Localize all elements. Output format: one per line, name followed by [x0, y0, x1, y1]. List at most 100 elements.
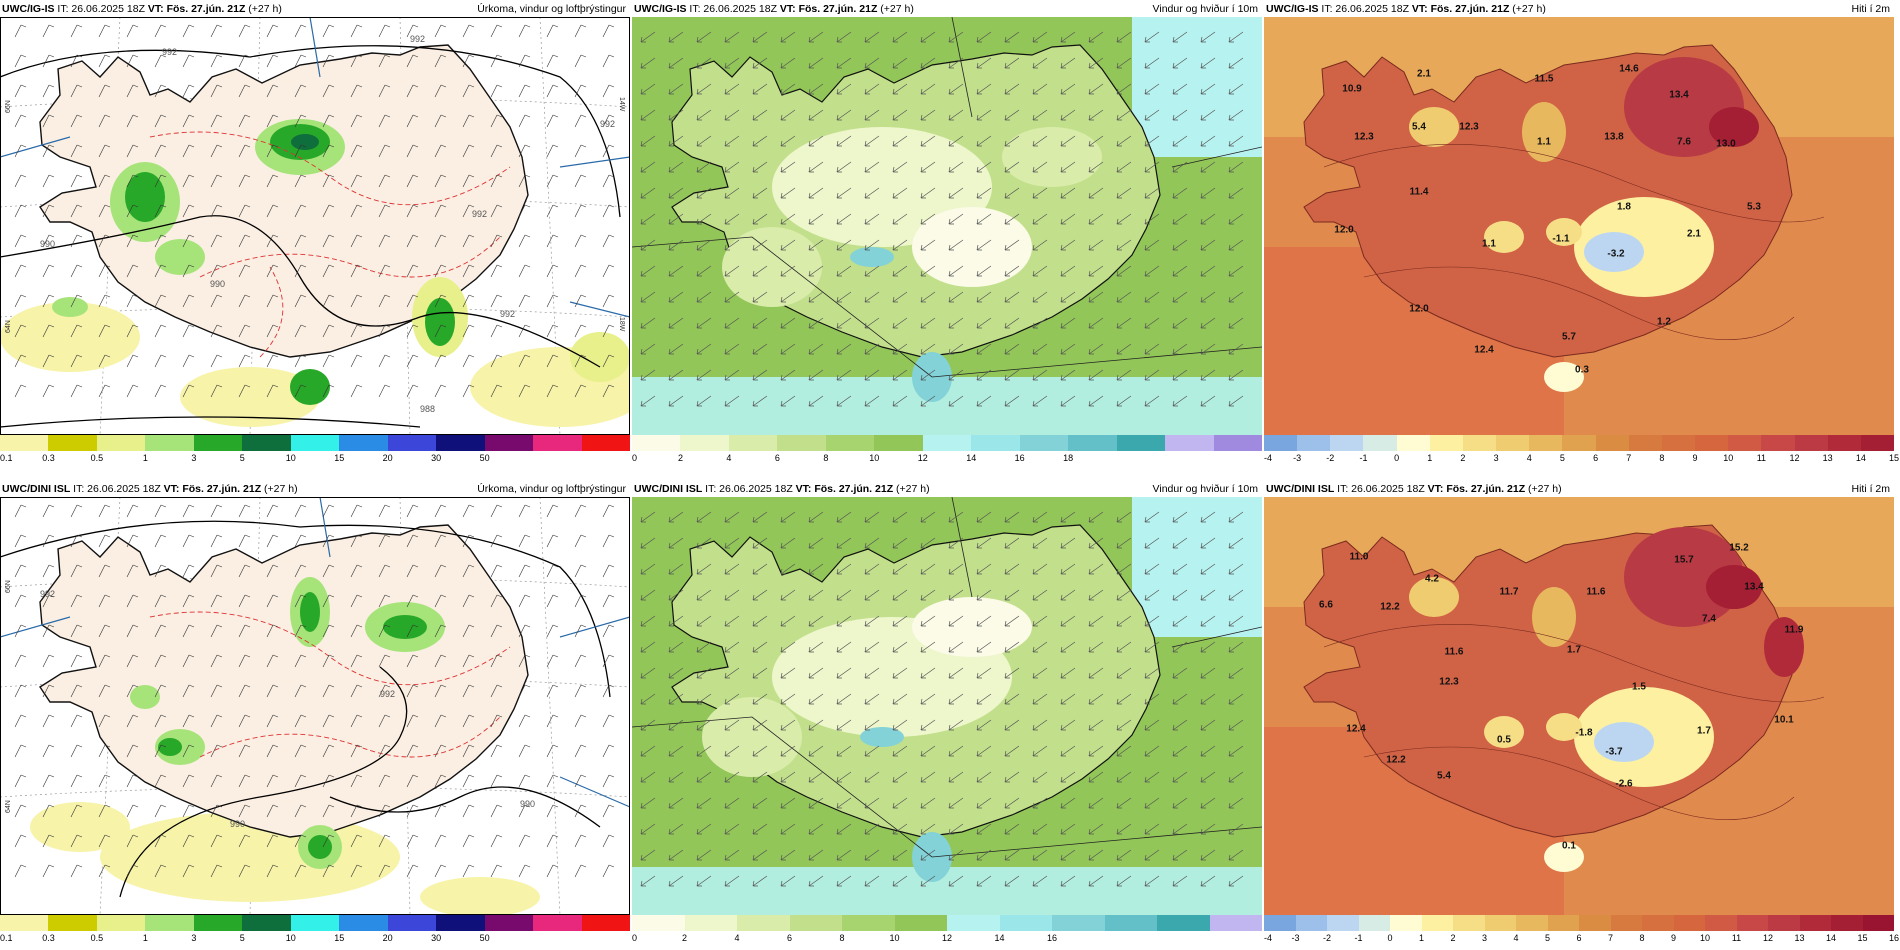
wind-barb-icon	[574, 204, 587, 218]
wind-arrow-icon	[976, 615, 992, 627]
wind-barb-icon	[546, 264, 559, 278]
wind-barb-icon	[322, 594, 335, 608]
wind-arrow-icon	[948, 57, 964, 69]
wind-barb-icon	[574, 54, 587, 68]
wind-barb-icon	[518, 144, 531, 158]
wind-arrow-icon	[920, 369, 936, 381]
wind-arrow-icon	[1200, 317, 1216, 329]
wind-arrow-icon	[780, 823, 796, 835]
axis-label: 66N	[5, 100, 12, 113]
colorbar-swatch	[1295, 915, 1327, 931]
wind-arrow-icon	[920, 291, 936, 303]
colorbar-tick-label: 0	[632, 933, 638, 943]
wind-barb-icon	[518, 174, 531, 188]
wind-arrow-icon	[640, 135, 656, 147]
wind-barb-icon	[182, 834, 195, 848]
wind-arrow-icon	[752, 719, 768, 731]
wind-arrow-icon	[1144, 511, 1160, 523]
wind-arrow-icon	[1172, 317, 1188, 329]
wind-arrow-icon	[1144, 719, 1160, 731]
wind-arrow-icon	[1144, 745, 1160, 757]
wind-barb-icon	[434, 114, 447, 128]
wind-arrow-icon	[892, 395, 908, 407]
wind-barb-icon	[574, 714, 587, 728]
wind-arrow-icon	[976, 83, 992, 95]
wind-arrow-icon	[1144, 849, 1160, 861]
wind-arrow-icon	[724, 265, 740, 277]
wind-barb-icon	[322, 84, 335, 98]
wind-arrow-icon	[752, 187, 768, 199]
wind-barb-icon	[602, 264, 615, 278]
wind-barb-icon	[518, 714, 531, 728]
wind-barb-icon	[126, 174, 139, 188]
wind-barb-icon	[602, 864, 615, 878]
wind-arrow-icon	[752, 667, 768, 679]
wind-barb-icon	[378, 504, 391, 518]
wind-arrow-icon	[1032, 343, 1048, 355]
wind-barb-icon	[574, 534, 587, 548]
wind-arrow-icon	[752, 823, 768, 835]
temperature-value: 12.2	[1386, 754, 1406, 766]
wind-barb-icon	[70, 24, 83, 38]
wind-arrow-icon	[640, 213, 656, 225]
wind-arrow-icon	[780, 745, 796, 757]
wind-arrow-icon	[1032, 667, 1048, 679]
wind-arrow-icon	[1032, 797, 1048, 809]
wind-barb-icon	[266, 264, 279, 278]
wind-barb-icon	[238, 174, 251, 188]
init-time: IT: 26.06.2025 18Z	[689, 3, 777, 15]
wind-barb-icon	[350, 384, 363, 398]
wind-arrow-icon	[1032, 291, 1048, 303]
wind-arrow-icon	[640, 641, 656, 653]
wind-barb-icon	[574, 324, 587, 338]
wind-arrow-icon	[1060, 823, 1076, 835]
wind-barb-icon	[210, 384, 223, 398]
wind-barb-icon	[42, 234, 55, 248]
wind-arrow-icon	[1060, 239, 1076, 251]
wind-arrow-icon	[780, 187, 796, 199]
wind-barb-icon	[182, 324, 195, 338]
wind-arrow-icon	[948, 395, 964, 407]
colorbar-swatch	[581, 915, 631, 931]
wind-barb-icon	[434, 144, 447, 158]
temp-map-panel-dini: UWC/DINI ISL IT: 26.06.2025 18Z VT: Fös.…	[1264, 480, 1899, 950]
wind-barb-icon	[210, 714, 223, 728]
wind-barb-icon	[462, 174, 475, 188]
wind-barb-icon	[294, 564, 307, 578]
colorbar-swatch	[1358, 915, 1390, 931]
wind-arrow-icon	[1228, 369, 1244, 381]
wind-arrow-icon	[1004, 369, 1020, 381]
wind-arrow-icon	[1200, 797, 1216, 809]
wind-arrow-icon	[892, 693, 908, 705]
wind-arrow-icon	[864, 797, 880, 809]
wind-arrow-icon	[1172, 135, 1188, 147]
wind-arrow-icon	[724, 161, 740, 173]
wind-barb-icon	[70, 564, 83, 578]
wind-arrow-icon	[836, 511, 852, 523]
wind-barb-icon	[154, 684, 167, 698]
wind-barb-icon	[490, 264, 503, 278]
wind-arrow-icon	[1144, 161, 1160, 173]
wind-barb-icon	[462, 594, 475, 608]
colorbar-tick-label: 3	[1481, 933, 1488, 943]
wind-barb-icon	[182, 684, 195, 698]
wind-arrow-icon	[836, 343, 852, 355]
wind-barb-icon	[182, 774, 195, 788]
wind-barb-icon	[210, 774, 223, 788]
temperature-value: 1.8	[1617, 201, 1631, 213]
wind-arrow-icon	[668, 57, 684, 69]
temperature-value: 1.1	[1537, 136, 1551, 148]
wind-arrow-icon	[1144, 589, 1160, 601]
temperature-value: 11.5	[1534, 73, 1554, 85]
wind-barb-icon	[518, 654, 531, 668]
wind-barb-icon	[518, 204, 531, 218]
wind-arrow-icon	[1116, 511, 1132, 523]
wind-arrow-icon	[1172, 849, 1188, 861]
wind-barb-icon	[490, 594, 503, 608]
wind-barb-icon	[350, 294, 363, 308]
wind-arrow-icon	[920, 589, 936, 601]
wind-barb-icon	[154, 144, 167, 158]
wind-barb-icon	[266, 534, 279, 548]
wind-barb-icon	[546, 204, 559, 218]
wind-barb-icon	[574, 234, 587, 248]
